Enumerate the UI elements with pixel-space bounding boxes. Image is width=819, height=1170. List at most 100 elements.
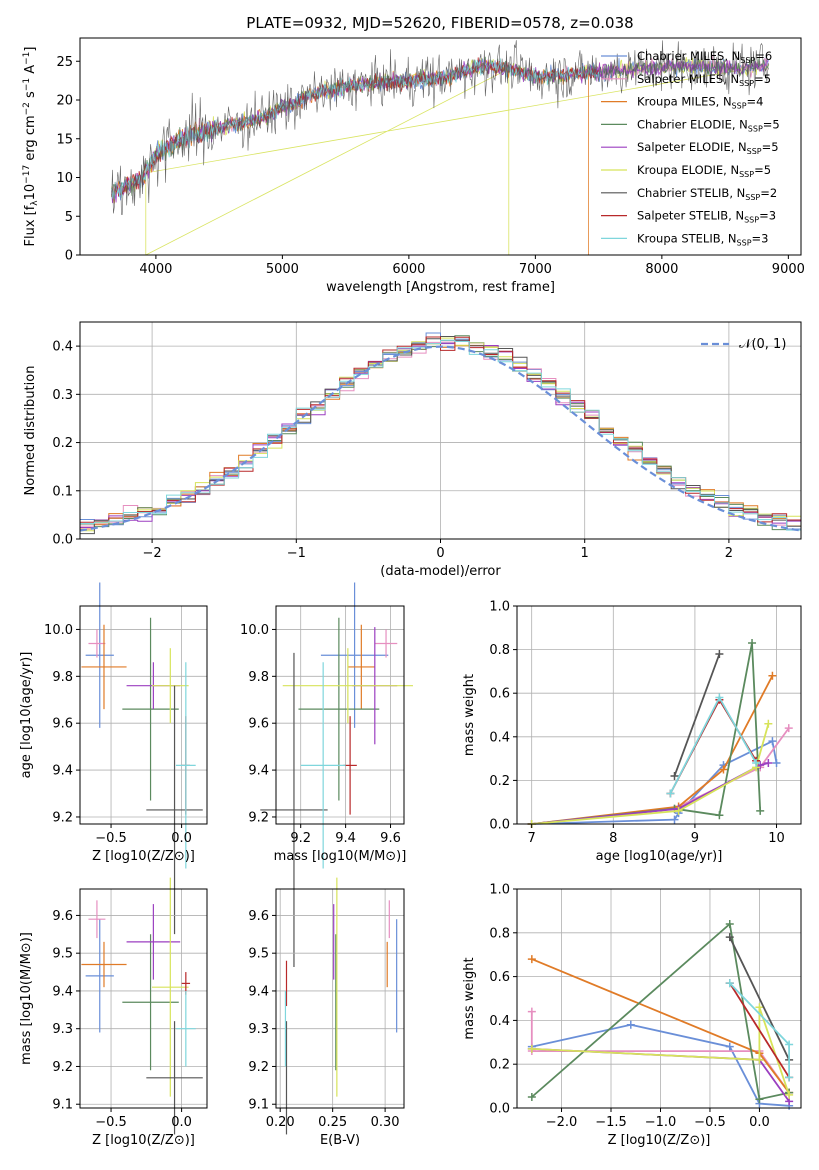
- legend-nssp: =3: [752, 231, 769, 245]
- x-axis-label: E(B-V): [320, 1133, 360, 1148]
- x-axis-label: (data-model)/error: [380, 564, 501, 579]
- y-tick-label: 1.0: [489, 600, 510, 615]
- y-tick-label: 0.8: [489, 643, 510, 658]
- weight-point-marker: [756, 806, 765, 815]
- y-label-part: −1: [22, 52, 32, 65]
- y-tick-label: 9.5: [52, 947, 73, 962]
- y-tick-label: 5: [65, 210, 73, 225]
- legend-name: Salpeter ELODIE, N: [637, 140, 747, 154]
- y-tick-label: 9.5: [248, 947, 269, 962]
- x-tick-label: −0.5: [694, 1115, 726, 1130]
- x-tick-label: −2: [143, 546, 162, 561]
- x-tick-label: 0.0: [749, 1115, 770, 1130]
- y-label-part: A: [23, 65, 38, 78]
- x-tick-label: −0.5: [95, 831, 127, 846]
- x-tick-label: 9: [691, 831, 699, 846]
- weight-point-marker: [772, 758, 781, 767]
- y-tick-label: 0.8: [489, 926, 510, 941]
- axes-frame: [275, 605, 405, 825]
- axes-frame: [275, 888, 405, 1109]
- residuals-panel: −2 −1 0 1 2 0.0 0.1 0.2 0.3 0.4 (data-model)/error…: [23, 321, 802, 579]
- weight-point-marker: [626, 1020, 635, 1029]
- y-tick-label: 9.6: [248, 717, 269, 732]
- y-tick-label: 9.2: [248, 1060, 269, 1075]
- y-tick-label: 0.4: [489, 730, 510, 745]
- normal-curve: [80, 345, 801, 532]
- legend-subscript: SSP: [747, 147, 762, 156]
- weight-point-marker: [748, 639, 757, 648]
- y-axis-label: Normed distribution: [23, 366, 38, 496]
- y-tick-label: 0.0: [52, 533, 73, 548]
- weight-point-marker: [715, 693, 724, 702]
- weight-point-marker: [764, 719, 773, 728]
- x-tick-label: 0.0: [171, 1115, 192, 1130]
- y-label-part: −17: [22, 165, 32, 184]
- weight-point-marker: [670, 815, 679, 824]
- legend-subscript: SSP: [732, 102, 747, 111]
- legend-name: Chabrier ELODIE, N: [637, 117, 748, 131]
- weight-point-marker: [674, 806, 683, 815]
- residuals-histograms: [80, 332, 801, 537]
- mass-vs-ebv-panel: 0.20 0.25 0.30 9.1 9.2 9.3 9.4 9.5 9.6 E(B-V): [248, 877, 405, 1148]
- legend-subscript: SSP: [737, 238, 752, 247]
- weight-point-marker: [725, 979, 734, 988]
- y-tick-label: 9.4: [248, 984, 269, 999]
- weight-series-line: [673, 653, 721, 777]
- y-tick-label: 1.0: [489, 883, 510, 898]
- legend-label: Chabrier MILES, NSSP=6: [637, 49, 772, 65]
- spectrum-lines: [111, 40, 770, 255]
- x-axis-label: age [log10(age/yr)]: [596, 849, 723, 864]
- x-tick-label: 2: [725, 546, 733, 561]
- weight-series-line: [728, 936, 790, 1061]
- weight-series-line: [531, 723, 770, 825]
- weight-series-line: [729, 982, 790, 1078]
- legend-nssp: =3: [759, 209, 776, 223]
- weight-series-line: [531, 762, 769, 825]
- x-tick-label: −2.0: [546, 1115, 578, 1130]
- weight-series-line: [531, 922, 790, 1101]
- y-tick-label: 9.6: [52, 909, 73, 924]
- legend-name: Kroupa ELODIE, N: [637, 163, 739, 177]
- y-tick-label: 0.4: [489, 1014, 510, 1029]
- weight-point-marker: [725, 920, 734, 929]
- legend-name: Chabrier MILES, N: [637, 49, 740, 63]
- x-tick-label: −0.5: [95, 1115, 127, 1130]
- legend-label: Kroupa STELIB, NSSP=3: [637, 231, 768, 247]
- legend-nssp: =2: [760, 186, 777, 200]
- y-tick-label: 0.4: [52, 340, 73, 355]
- y-axis-label: mass [log10(M/M⊙)]: [19, 932, 34, 1065]
- x-tick-label: 0.20: [266, 1115, 295, 1130]
- y-tick-label: 0.1: [52, 484, 73, 499]
- y-label-part: 10: [23, 184, 38, 201]
- legend-subscript: SSP: [739, 79, 754, 88]
- legend-label: Salpeter STELIB, NSSP=3: [637, 209, 776, 225]
- y-tick-label: 9.6: [248, 909, 269, 924]
- weight-vs-metallicity-panel: −2.0 −1.5 −1.0 −0.5 0.0 0.0 0.2 0.4 0.6 0.8 1.0 Z […: [462, 883, 802, 1148]
- axes-frame: [79, 605, 208, 825]
- x-tick-label: 0.30: [371, 1115, 400, 1130]
- weight-series-line: [531, 675, 774, 825]
- y-tick-label: 9.3: [52, 1022, 73, 1037]
- y-label-part: −2: [22, 102, 32, 115]
- y-tick-label: 9.2: [248, 810, 269, 825]
- y-axis-label: age [log10(age/yr)]: [19, 652, 34, 779]
- legend-label: Kroupa ELODIE, NSSP=5: [637, 163, 771, 179]
- x-axis-label: Z [log10(Z/Z⊙)]: [92, 1133, 195, 1148]
- legend-subscript: SSP: [740, 56, 755, 65]
- x-tick-label: −1: [287, 546, 306, 561]
- x-tick-label: 5000: [266, 262, 299, 277]
- y-tick-label: 9.6: [52, 717, 73, 732]
- y-tick-label: 9.2: [52, 810, 73, 825]
- legend-name: Kroupa STELIB, N: [637, 231, 737, 245]
- x-tick-label: 8000: [645, 262, 678, 277]
- weight-point-marker: [666, 789, 675, 798]
- mass-vs-metallicity-panel: −0.5 0.0 9.1 9.2 9.3 9.4 9.5 9.6 Z [log10(Z/Z⊙)]…: [19, 877, 208, 1148]
- legend-name: Salpeter MILES, N: [637, 72, 739, 86]
- weight-point-marker: [725, 933, 734, 942]
- x-tick-label: −1.5: [595, 1115, 627, 1130]
- weight-series-line: [669, 697, 757, 794]
- y-tick-label: 9.1: [248, 1098, 269, 1113]
- weight-point-marker: [768, 737, 777, 746]
- y-tick-label: 0: [65, 249, 73, 264]
- legend-label: Salpeter MILES, NSSP=5: [637, 72, 771, 88]
